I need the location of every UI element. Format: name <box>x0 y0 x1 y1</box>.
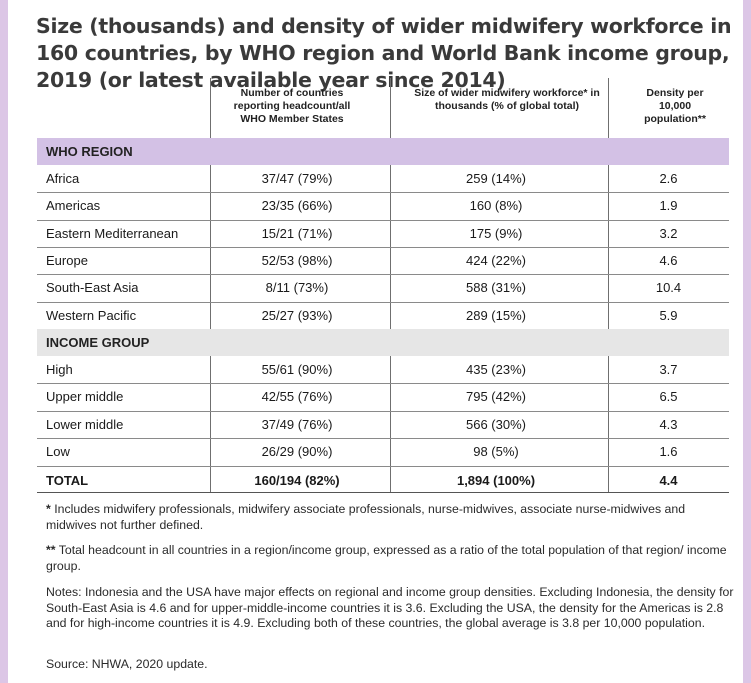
row-label: Western Pacific <box>46 307 137 323</box>
footnote-single-mark: * <box>46 502 51 516</box>
density-cell: 6.5 <box>659 389 678 405</box>
total-divider <box>37 466 729 467</box>
density-cell: 2.6 <box>659 171 678 186</box>
size-cell: 566 (30%) <box>466 416 526 432</box>
row-label: Europe <box>46 252 88 268</box>
footnote-double-text: Total headcount in all countries in a re… <box>46 543 727 573</box>
header-countries: Number of countries reporting headcount/… <box>233 87 351 125</box>
table-row: Low 26/29 (90%) 98 (5%) 1.6 <box>37 438 729 465</box>
row-label: Low <box>46 443 70 459</box>
row-divider <box>37 438 729 439</box>
density-cell: 3.7 <box>659 362 678 377</box>
source-line: Source: NHWA, 2020 update. <box>46 657 208 671</box>
size-cell: 795 (42%) <box>466 389 526 405</box>
density-cell: 4.6 <box>659 252 678 268</box>
footnote-double-mark: ** <box>46 543 56 557</box>
total-countries: 160/194 (82%) <box>254 473 340 488</box>
table-row: Americas 23/35 (66%) 160 (8%) 1.9 <box>37 192 729 219</box>
row-label: South-East Asia <box>46 280 139 296</box>
table-row: Western Pacific 25/27 (93%) 289 (15%) 5.9 <box>37 302 729 329</box>
density-cell: 5.9 <box>659 307 678 323</box>
header-size: Size of wider midwifery workforce* in th… <box>414 87 600 112</box>
row-divider <box>37 274 729 275</box>
row-label: Upper middle <box>46 389 124 405</box>
countries-cell: 55/61 (90%) <box>261 362 333 377</box>
footnote-double: ** Total headcount in all countries in a… <box>46 543 736 574</box>
size-cell: 588 (31%) <box>466 280 526 296</box>
density-cell: 1.9 <box>659 198 678 214</box>
row-label: Americas <box>46 198 101 214</box>
row-divider <box>37 302 729 303</box>
column-divider <box>390 78 391 492</box>
footnote-single-text: Includes midwifery professionals, midwif… <box>46 502 686 532</box>
countries-cell: 25/27 (93%) <box>261 307 333 323</box>
countries-cell: 15/21 (71%) <box>261 225 333 241</box>
size-cell: 435 (23%) <box>466 362 526 377</box>
header-density: Density per 10,000 population** <box>644 87 706 125</box>
size-cell: 98 (5%) <box>473 443 519 459</box>
total-density: 4.4 <box>659 473 678 488</box>
column-divider <box>608 78 609 492</box>
countries-cell: 26/29 (90%) <box>261 443 333 459</box>
size-cell: 160 (8%) <box>469 198 523 214</box>
countries-cell: 52/53 (98%) <box>261 252 333 268</box>
countries-cell: 23/35 (66%) <box>261 198 333 214</box>
row-divider <box>37 220 729 221</box>
density-cell: 1.6 <box>659 443 678 459</box>
column-divider <box>210 78 211 492</box>
row-divider <box>37 411 729 412</box>
total-size: 1,894 (100%) <box>456 473 536 488</box>
total-row: TOTAL 160/194 (82%) 1,894 (100%) 4.4 <box>37 467 729 494</box>
size-cell: 259 (14%) <box>466 171 526 186</box>
table-row: Upper middle 42/55 (76%) 795 (42%) 6.5 <box>37 383 729 410</box>
density-cell: 10.4 <box>655 280 682 296</box>
density-cell: 4.3 <box>659 416 678 432</box>
table-row: South-East Asia 8/11 (73%) 588 (31%) 10.4 <box>37 274 729 301</box>
income-group-band: INCOME GROUP <box>37 329 729 356</box>
row-divider <box>37 247 729 248</box>
size-cell: 175 (9%) <box>469 225 523 241</box>
row-divider <box>37 192 729 193</box>
table-row: High 55/61 (90%) 435 (23%) 3.7 <box>37 356 729 383</box>
who-region-band: WHO REGION <box>37 138 729 165</box>
table-bottom-rule <box>37 492 729 493</box>
countries-cell: 37/49 (76%) <box>261 416 333 432</box>
row-divider <box>37 383 729 384</box>
total-label: TOTAL <box>46 473 89 488</box>
notes-paragraph: Notes: Indonesia and the USA have major … <box>46 585 734 630</box>
row-label: Eastern Mediterranean <box>46 225 179 241</box>
table-title: Size (thousands) and density of wider mi… <box>36 14 732 92</box>
table-row: Lower middle 37/49 (76%) 566 (30%) 4.3 <box>37 411 729 438</box>
density-cell: 3.2 <box>659 225 678 241</box>
row-label: High <box>46 362 73 377</box>
row-label: Lower middle <box>46 416 124 432</box>
size-cell: 289 (15%) <box>466 307 526 323</box>
countries-cell: 37/47 (79%) <box>261 171 333 186</box>
size-cell: 424 (22%) <box>466 252 526 268</box>
row-label: Africa <box>46 171 80 186</box>
countries-cell: 42/55 (76%) <box>261 389 333 405</box>
footnote-single: * Includes midwifery professionals, midw… <box>46 502 736 533</box>
table-row: Europe 52/53 (98%) 424 (22%) 4.6 <box>37 247 729 274</box>
table-row: Eastern Mediterranean 15/21 (71%) 175 (9%)… <box>37 220 729 247</box>
countries-cell: 8/11 (73%) <box>265 280 329 296</box>
table-row: Africa 37/47 (79%) 259 (14%) 2.6 <box>37 165 729 192</box>
